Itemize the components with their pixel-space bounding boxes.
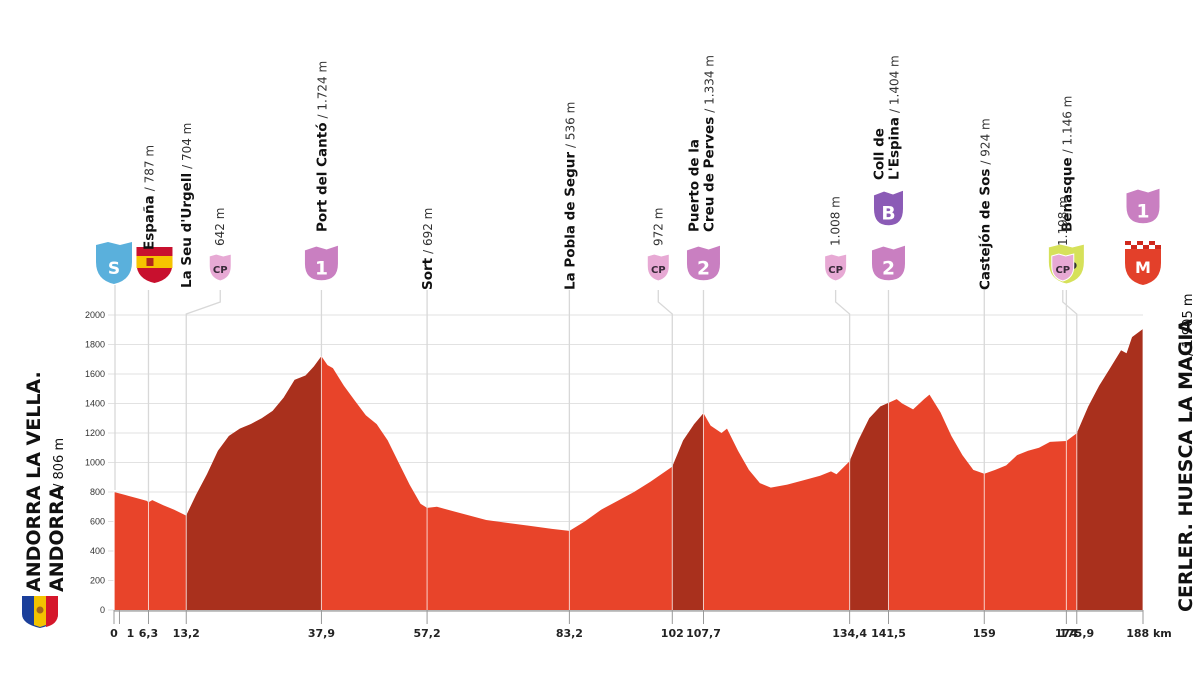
km-tick-label: 83,2 bbox=[556, 627, 583, 640]
waypoint-name: Port del Cantó/ 1.724 m bbox=[314, 61, 330, 232]
km-tick-label: 37,9 bbox=[308, 627, 335, 640]
y-tick-label: 1600 bbox=[85, 369, 105, 379]
waypoint-1: España/ 787 m bbox=[136, 145, 173, 610]
start-badge-label: S bbox=[108, 259, 120, 279]
km-tick-label: 175,9 bbox=[1059, 627, 1094, 640]
waypoint-leader bbox=[834, 290, 851, 462]
bonus-icon: B bbox=[872, 189, 904, 227]
checkpoint-label: CP bbox=[651, 265, 666, 276]
waypoint-8: CP 1.008 m bbox=[824, 196, 851, 610]
start-alt: / 806 m bbox=[52, 438, 67, 488]
finish-badge-icon: M bbox=[1125, 241, 1161, 285]
checkpoint-icon: CP bbox=[646, 253, 670, 282]
y-tick-label: 600 bbox=[90, 517, 105, 527]
y-tick-label: 1000 bbox=[85, 458, 105, 468]
checkpoint-label: CP bbox=[1055, 265, 1070, 276]
km-tick-label: 174 bbox=[1055, 627, 1078, 640]
waypoint-name: España/ 787 m bbox=[141, 145, 157, 250]
badge-label: B bbox=[881, 203, 895, 224]
km-tick-label: 13,2 bbox=[173, 627, 200, 640]
finish-label: CERLER. HUESCA LA MAGIA / 1.905 m bbox=[1175, 293, 1197, 612]
andorra-flag-icon bbox=[22, 596, 58, 628]
category-climb-icon: 1 bbox=[1125, 187, 1161, 225]
checkpoint-icon: CP bbox=[824, 253, 848, 282]
waypoint-4: Sort/ 692 m bbox=[420, 208, 436, 610]
y-tick-label: 0 bbox=[100, 605, 105, 615]
y-tick-label: 1800 bbox=[85, 340, 105, 350]
category-climb-icon: 2 bbox=[685, 244, 721, 282]
km-tick-label: 159 bbox=[973, 627, 996, 640]
waypoint-leader bbox=[185, 290, 221, 516]
spain-flag-icon bbox=[136, 247, 173, 283]
category-climb-icon: 2 bbox=[870, 244, 906, 282]
start-label: ANDORRA LA VELLA. ANDORRA / 806 m bbox=[23, 371, 68, 592]
waypoint-name-line2: Creu de Perves/ 1.334 m bbox=[701, 55, 717, 232]
y-tick-label: 1400 bbox=[85, 399, 105, 409]
waypoint-3: Port del Cantó/ 1.724 m bbox=[314, 61, 330, 610]
waypoint-name: La Pobla de Segur/ 536 m bbox=[562, 102, 578, 290]
checkpoint-altitude: 1.008 m bbox=[829, 196, 843, 246]
waypoint-12: CP 1.198 m bbox=[1051, 196, 1078, 610]
finish-badge-label: M bbox=[1135, 258, 1151, 277]
waypoint-name: Sort/ 692 m bbox=[420, 208, 436, 290]
waypoint-5: La Pobla de Segur/ 536 m bbox=[562, 102, 578, 610]
km-tick-label: 141,5 bbox=[871, 627, 906, 640]
checkpoint-altitude: 642 m bbox=[213, 208, 227, 246]
waypoint-name: Puerto de la bbox=[686, 139, 702, 232]
km-tick-label: 188 km bbox=[1126, 627, 1172, 640]
badge-label: 1 bbox=[315, 258, 328, 279]
checkpoint-altitude: 1.198 m bbox=[1056, 196, 1070, 246]
category-climb-icon: 1 bbox=[303, 244, 339, 282]
y-tick-label: 2000 bbox=[85, 310, 105, 320]
profile-area bbox=[114, 329, 1143, 610]
waypoint-10: Castejón de Sos/ 924 m bbox=[977, 118, 993, 610]
finish-name: CERLER. HUESCA LA MAGIA bbox=[1175, 319, 1197, 612]
waypoint-name: Castejón de Sos/ 924 m bbox=[977, 118, 993, 290]
waypoint-name: Coll de bbox=[871, 128, 887, 180]
km-tick-label: 6,3 bbox=[139, 627, 159, 640]
badge-label: 1 bbox=[1136, 201, 1149, 222]
waypoints: S España/ 787 m CP 642 m La Seu d'Urgell/ 70… bbox=[96, 55, 1161, 610]
start-name: ANDORRA LA VELLA. bbox=[23, 371, 45, 592]
waypoint-leader bbox=[1062, 290, 1078, 434]
checkpoint-label: CP bbox=[213, 265, 228, 276]
waypoint-2: CP 642 m La Seu d'Urgell/ 704 m bbox=[179, 123, 232, 610]
km-tick-label: 134,4 bbox=[832, 627, 867, 640]
waypoint-6: CP 972 m bbox=[646, 208, 673, 610]
y-tick-label: 1200 bbox=[85, 428, 105, 438]
y-axis: 0 200 400 600 800 1000 1200 1400 1600 1800 2000 bbox=[85, 310, 105, 615]
checkpoint-icon: CP bbox=[1051, 253, 1075, 282]
waypoint-9: Coll de L'Espina/ 1.404 m bbox=[871, 55, 902, 610]
finish-alt: / 1.905 m bbox=[1181, 293, 1196, 356]
badge-label: 2 bbox=[697, 258, 710, 279]
waypoint-leader bbox=[657, 290, 673, 467]
checkpoint-label: CP bbox=[828, 265, 843, 276]
km-tick-label: 102 bbox=[661, 627, 684, 640]
km-tick-label: 1 bbox=[127, 627, 135, 640]
climb-segment bbox=[849, 402, 889, 610]
y-tick-label: 800 bbox=[90, 487, 105, 497]
start-badge-icon: S bbox=[96, 242, 132, 284]
waypoint-name: Benasque/ 1.146 m bbox=[1059, 96, 1075, 232]
climb-segment bbox=[186, 356, 322, 610]
waypoint-13: M bbox=[1125, 241, 1161, 610]
y-tick-label: 200 bbox=[90, 576, 105, 586]
y-tick-label: 400 bbox=[90, 546, 105, 556]
climb-segment bbox=[672, 413, 704, 610]
km-tick-label: 0 bbox=[110, 627, 118, 640]
checkpoint-icon: CP bbox=[208, 253, 232, 282]
climb-segment bbox=[1076, 329, 1143, 610]
km-axis: 0 1 6,3 13,2 37,9 57,2 83,2 102 107,7 134,4 141,5 1… bbox=[110, 492, 1172, 640]
km-tick-label: 107,7 bbox=[686, 627, 721, 640]
waypoint-7: Puerto de la Creu de Perves/ 1.334 m bbox=[686, 55, 717, 610]
waypoint-name: La Seu d'Urgell/ 704 m bbox=[179, 123, 195, 288]
checkpoint-altitude: 972 m bbox=[651, 208, 665, 246]
badge-label: 2 bbox=[882, 258, 895, 279]
waypoint-name-line2: L'Espina/ 1.404 m bbox=[886, 55, 902, 180]
start-region: ANDORRA bbox=[46, 485, 68, 592]
km-tick-label: 57,2 bbox=[414, 627, 441, 640]
